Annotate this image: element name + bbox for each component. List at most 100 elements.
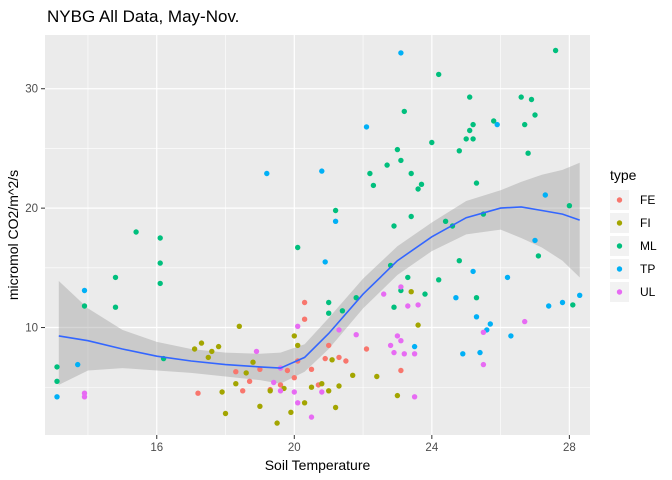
data-point [374,373,380,380]
data-point [480,361,487,368]
data-point [236,323,242,329]
smooth-line [58,206,580,369]
x-axis: 16 20 24 28 [150,435,576,454]
legend-label-tp: TP [640,262,655,276]
data-point [532,112,538,118]
data-point [322,355,328,362]
data-point [267,388,273,394]
data-point [391,349,397,356]
data-point [222,410,229,417]
legend: type FE FI ML TP UL [610,167,657,302]
data-point [415,322,421,328]
data-point [508,333,514,339]
legend-swatch [616,220,623,226]
data-point [504,274,511,281]
data-point [253,348,260,355]
data-point [319,168,325,174]
data-point [75,361,81,368]
data-point [81,287,88,294]
data-point [491,118,497,124]
data-point [494,121,500,128]
data-point [518,94,524,100]
data-point [81,390,88,396]
plot-panel [45,35,590,435]
data-point [326,299,332,306]
data-point [442,218,449,224]
legend-swatch [616,289,623,295]
data-point [370,182,377,189]
data-point [363,124,370,130]
data-point [470,121,476,128]
data-point [295,323,301,329]
data-point [322,259,328,265]
data-point [429,139,435,146]
data-point [332,404,339,411]
confidence-band-layer [58,162,580,385]
data-point [319,389,325,395]
data-point [271,379,277,386]
data-point [398,50,404,56]
data-point [566,203,573,209]
data-point [284,367,291,374]
data-point [288,409,294,415]
data-point [277,388,284,394]
data-point [394,146,401,153]
data-point [408,213,414,220]
legend-title: type [610,167,637,183]
data-point [81,303,88,309]
data-point [436,277,442,283]
data-point [54,364,60,370]
data-point [473,180,480,186]
data-point [473,314,480,320]
y-tick-label: 10 [25,323,38,335]
data-point [470,136,476,142]
data-point [215,343,222,350]
data-point [528,96,535,103]
data-point [54,378,60,384]
data-point [394,392,401,399]
data-point [394,333,401,339]
data-point [233,369,239,375]
series-fi [191,289,421,426]
data-point [473,295,480,301]
data-point [250,359,256,365]
data-point [326,310,332,316]
data-point [470,268,476,275]
legend-swatch [616,243,623,249]
data-point [350,372,356,378]
data-point [398,284,404,290]
x-tick-label: 24 [425,442,438,454]
data-point [209,348,215,355]
data-point [112,304,119,310]
data-point [112,274,119,281]
data-point [295,244,301,251]
data-point [291,375,297,381]
data-point [546,303,552,309]
data-point [332,218,339,224]
data-point [295,342,301,349]
y-tick-label: 30 [25,84,38,96]
data-point [308,414,315,420]
data-point [336,327,342,333]
data-point [460,351,466,357]
data-point [326,388,332,394]
data-point [384,162,390,168]
x-tick-label: 16 [150,442,163,454]
data-point [456,258,462,264]
chart-title: NYBG All Data, May-Nov. [47,7,239,26]
data-point [198,340,205,346]
series-ml [54,47,576,384]
data-point [319,381,325,387]
data-point [398,338,404,344]
x-tick-label: 20 [288,442,301,454]
legend-label-ml: ML [640,239,657,253]
data-point [157,260,163,266]
data-point [411,351,418,357]
data-point [577,292,583,298]
data-point [308,366,315,372]
data-point [291,333,297,339]
data-point [436,71,442,78]
x-tick-label: 28 [563,442,576,454]
y-tick-label: 20 [25,203,38,215]
